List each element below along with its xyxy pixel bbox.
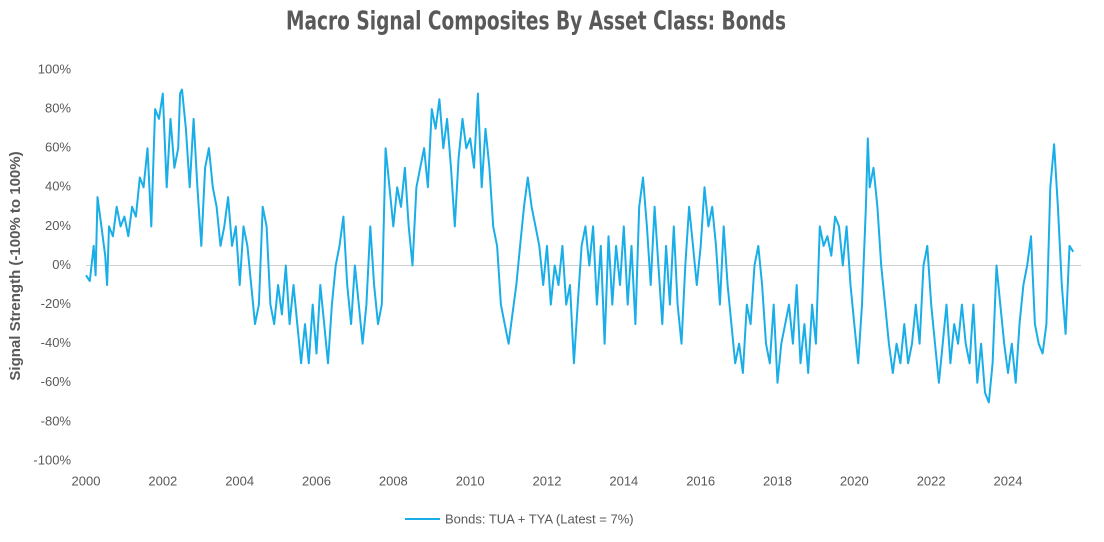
y-tick-label: 100% [38, 61, 72, 76]
x-tick-label: 2006 [302, 473, 331, 488]
x-tick-label: 2012 [533, 473, 562, 488]
x-tick-label: 2020 [840, 473, 869, 488]
y-tick-label: 0% [52, 257, 71, 272]
x-tick-label: 2018 [763, 473, 792, 488]
y-tick-label: -100% [33, 452, 71, 467]
y-tick-label: 20% [45, 218, 71, 233]
legend-label: Bonds: TUA + TYA (Latest = 7%) [445, 511, 634, 526]
y-tick-label: -40% [41, 335, 72, 350]
x-tick-label: 2004 [225, 473, 254, 488]
x-tick-label: 2024 [994, 473, 1023, 488]
y-tick-label: -20% [41, 296, 72, 311]
y-tick-label: 80% [45, 101, 71, 116]
chart-title: Macro Signal Composites By Asset Class: … [286, 7, 786, 37]
y-tick-label: -80% [41, 413, 72, 428]
data-line [85, 88, 1075, 404]
x-tick-label: 2008 [379, 473, 408, 488]
x-tick-label: 2002 [148, 473, 177, 488]
x-tick-label: 2016 [686, 473, 715, 488]
x-tick-label: 2000 [72, 473, 101, 488]
y-axis-label: Signal Strength (-100% to 100%) [7, 151, 24, 380]
y-tick-label: 60% [45, 140, 71, 155]
y-tick-label: -60% [41, 374, 72, 389]
x-tick-label: 2022 [917, 473, 946, 488]
x-tick-label: 2010 [456, 473, 485, 488]
x-tick-label: 2014 [609, 473, 638, 488]
y-tick-label: 40% [45, 179, 71, 194]
